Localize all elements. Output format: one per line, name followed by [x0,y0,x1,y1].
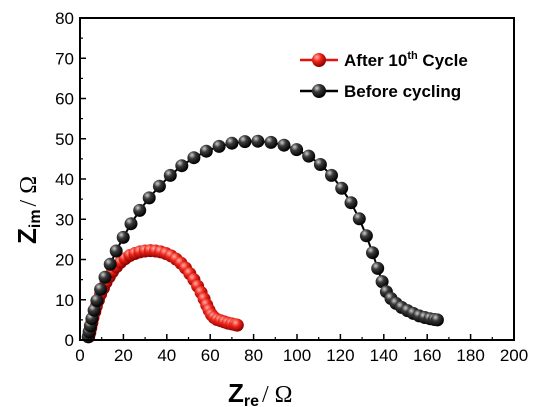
data-point-before [152,179,166,193]
data-point-before [163,168,177,182]
legend-label-after: After 10th Cycle [344,50,468,70]
x-tick-label: 80 [244,346,263,365]
x-tick-label: 100 [283,346,311,365]
data-point-before [352,212,366,226]
x-axis-label-sub: re [244,393,259,407]
x-tick-label: 20 [114,346,133,365]
data-point-before [375,275,389,289]
data-point-before [325,168,338,182]
x-tick-label: 180 [456,346,484,365]
y-tick-label: 80 [55,9,74,28]
y-tick-label: 40 [55,170,74,189]
legend: After 10th Cycle Before cycling [300,50,468,101]
x-tick-label: 140 [370,346,398,365]
data-point-before [277,138,291,152]
x-axis-label: Zre / Ω [228,378,293,407]
data-point-after [230,318,244,332]
legend-marker-before [312,84,326,98]
data-point-before [335,181,349,195]
data-point-before [212,139,226,153]
y-tick-label: 20 [55,251,74,270]
y-tick-label: 30 [55,210,74,229]
data-point-before [90,294,104,308]
data-point-before [371,261,385,275]
y-axis-label: Zim / Ω [12,176,44,244]
legend-item-after: After 10th Cycle [300,50,468,70]
data-point-before [142,191,156,205]
legend-marker-after [312,53,326,67]
data-point-before [109,244,123,258]
data-point-before [175,159,189,173]
data-point-before [264,135,278,149]
axis-ticks: 0 20 40 60 80 100 120 140 160 180 200 0 10 20 30 40 50 60… [55,9,528,365]
y-tick-label: 60 [55,90,74,109]
data-point-before [290,143,304,157]
legend-after-sup: th [407,50,418,62]
y-axis-label-sub: im [27,209,44,228]
series-line-before [87,140,438,337]
data-point-before [366,246,379,260]
y-tick-label: 0 [65,331,74,350]
x-tick-label: 160 [413,346,441,365]
legend-label-before: Before cycling [344,82,461,101]
data-point-before [251,134,265,148]
legend-after-text: After 10 [344,51,407,70]
data-point-before [98,270,112,284]
data-point-before [430,313,444,327]
y-axis-label-main: Z [12,228,42,244]
data-point-before [94,282,108,296]
legend-after-rest: Cycle [418,51,468,70]
plot-area [81,134,444,344]
data-point-before [359,229,373,243]
y-axis-label-unit: / Ω [16,176,42,207]
data-point-before [238,135,252,149]
x-tick-label: 200 [500,346,528,365]
y-tick-label: 10 [55,291,74,310]
x-tick-label: 40 [157,346,176,365]
y-tick-label: 70 [55,49,74,68]
y-tick-label: 50 [55,130,74,149]
data-point-before [124,217,138,231]
data-point-before [187,151,201,165]
x-axis-label-unit: / Ω [262,382,293,407]
x-tick-label: 60 [201,346,220,365]
x-axis-label-main: Z [228,378,244,407]
data-point-before [103,257,117,271]
data-point-before [344,196,358,210]
data-point-before [302,149,316,163]
data-point-before [116,230,130,244]
data-point-before [313,158,327,171]
data-point-before [199,144,213,158]
legend-item-before: Before cycling [300,82,461,101]
data-point-before [225,136,239,150]
x-tick-label: 120 [326,346,354,365]
data-point-before [133,203,147,217]
x-tick-label: 0 [75,346,84,365]
